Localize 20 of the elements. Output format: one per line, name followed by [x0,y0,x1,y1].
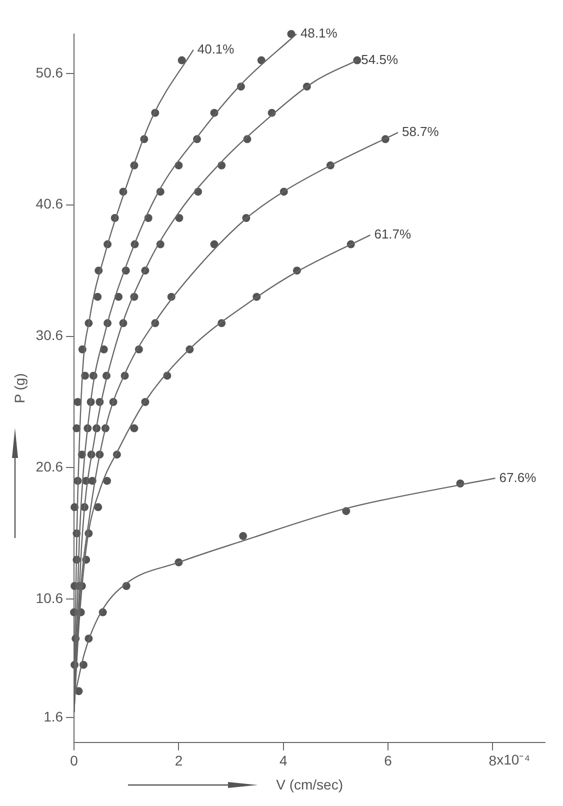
y-axis-title: P (g) [11,373,28,404]
y-tick-label: 10.6 [36,590,64,606]
series-label: 58.7% [402,124,440,140]
y-tick-label: 40.6 [36,196,64,212]
series-label: 48.1% [300,26,338,41]
x-tick-label: 8 [488,752,497,769]
x-axis-title: V (cm/sec) [276,776,343,792]
x-tick-label: 4 [279,752,288,769]
x-tick-label: 6 [384,752,392,769]
x-tick-label: 2 [174,752,183,769]
y-tick-label: 1.6 [44,708,64,724]
series-label: 61.7% [374,226,412,242]
series-label: 67.6% [499,470,537,485]
series-label: 40.1% [197,41,235,56]
series-label: 54.5% [361,52,398,67]
x-tick-label: 0 [70,752,78,769]
y-tick-label: 20.6 [36,458,64,475]
y-tick-label: 50.6 [36,64,64,80]
y-tick-label: 30.6 [36,327,64,344]
text: x10⁻⁴ [496,751,530,768]
